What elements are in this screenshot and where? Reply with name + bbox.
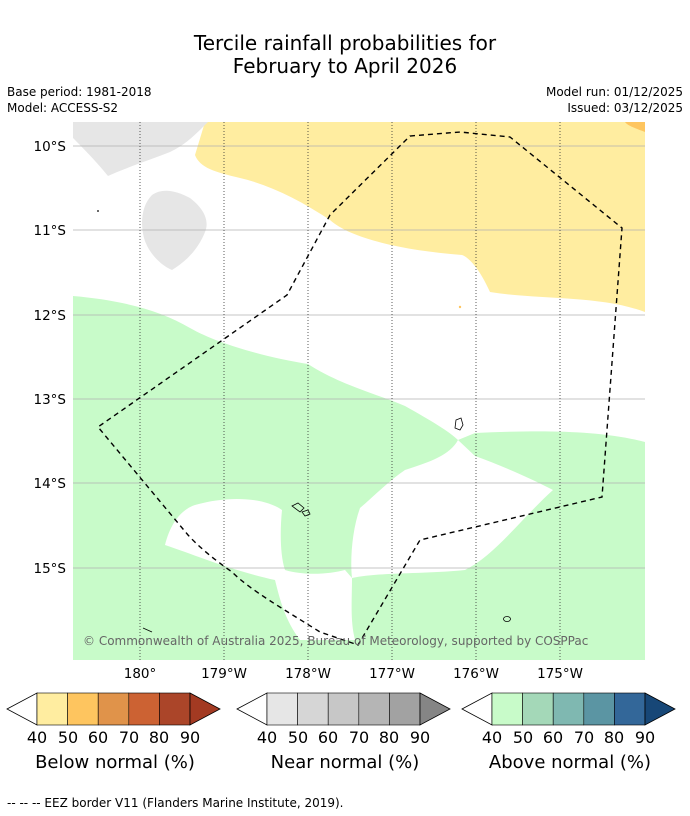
- below-normal-high-patch: [625, 122, 645, 132]
- colorbar-high-extension: [644, 692, 676, 726]
- above-normal-region: [73, 296, 645, 660]
- colorbar-segment: [36, 692, 68, 726]
- colorbar-high-extension: [419, 692, 451, 726]
- lon-label: 175°W: [537, 666, 583, 682]
- colorbar-segment: [159, 692, 191, 726]
- colorbar-segment: [491, 692, 523, 726]
- issued-date: Issued: 03/12/2025: [567, 101, 683, 115]
- colorbar-segment: [128, 692, 160, 726]
- tick-label: 90: [179, 728, 201, 747]
- lon-label: 180°: [124, 666, 157, 682]
- eez-footnote: -- -- -- EEZ border V11 (Flanders Marine…: [7, 796, 344, 810]
- chart-title-line1: Tercile rainfall probabilities for: [193, 31, 497, 55]
- lat-label: 15°S: [34, 561, 67, 577]
- colorbar-above-normal: [461, 692, 676, 726]
- tick-label: 50: [57, 728, 79, 747]
- tick-label: 70: [118, 728, 140, 747]
- colorbar-segment: [266, 692, 298, 726]
- colorbar-label-above: Above normal (%): [488, 752, 652, 773]
- colorbar-low-extension: [461, 692, 493, 726]
- lon-label: 178°W: [285, 666, 331, 682]
- colorbar-label-near: Near normal (%): [270, 752, 420, 773]
- tick-label: 80: [378, 728, 400, 747]
- tick-label: 90: [634, 728, 656, 747]
- colorbar-segment: [327, 692, 360, 726]
- lat-label: 14°S: [34, 476, 67, 492]
- colorbar-label-below: Below normal (%): [35, 752, 195, 773]
- colorbar-segment: [583, 692, 615, 726]
- island-futuna: [291, 502, 311, 517]
- copyright-text: © Commonwealth of Australia 2025, Bureau…: [83, 634, 588, 648]
- lat-label: 11°S: [34, 223, 67, 239]
- model-run: Model run: 01/12/2025: [545, 85, 683, 99]
- colorbar-segment: [297, 692, 329, 726]
- colorbar-segment: [614, 692, 646, 726]
- tick-label: 50: [287, 728, 309, 747]
- island-speck-orange: [458, 305, 462, 309]
- tick-label: 60: [87, 728, 109, 747]
- near-normal-patch-north: [73, 122, 208, 176]
- neutral-gap-west: [165, 498, 355, 640]
- colorbar-segment: [97, 692, 130, 726]
- tick-label: 80: [603, 728, 625, 747]
- lat-label: 13°S: [34, 392, 67, 408]
- island-small-sw: [142, 627, 153, 633]
- colorbar-near-normal: [236, 692, 451, 726]
- tick-label: 60: [317, 728, 339, 747]
- neutral-gap: [351, 440, 553, 578]
- tick-label: 50: [512, 728, 534, 747]
- colorbar-segment: [389, 692, 421, 726]
- tick-label: 60: [542, 728, 564, 747]
- lon-label: 179°W: [201, 666, 247, 682]
- tick-label: 70: [348, 728, 370, 747]
- colorbar-segment: [522, 692, 554, 726]
- island-speck-north: [97, 210, 99, 212]
- lon-label: 176°W: [453, 666, 499, 682]
- map: © Commonwealth of Australia 2025, Bureau…: [34, 122, 645, 682]
- colorbar-segment: [67, 692, 99, 726]
- lat-label: 12°S: [34, 308, 67, 324]
- colorbar-low-extension: [6, 692, 38, 726]
- tick-label: 70: [573, 728, 595, 747]
- base-period: Base period: 1981-2018: [7, 85, 152, 99]
- tick-label: 40: [26, 728, 48, 747]
- colorbar-segment: [358, 692, 390, 726]
- eez-border: [96, 131, 623, 646]
- tick-label: 40: [256, 728, 278, 747]
- tick-label: 90: [409, 728, 431, 747]
- colorbar-high-extension: [189, 692, 221, 726]
- lat-label: 10°S: [34, 139, 67, 155]
- latitude-lines: [73, 145, 645, 569]
- tick-label: 80: [148, 728, 170, 747]
- island-small-south: [503, 616, 511, 622]
- lon-label: 177°W: [369, 666, 415, 682]
- colorbar-segment: [552, 692, 585, 726]
- model-name: Model: ACCESS-S2: [7, 101, 119, 115]
- colorbar-below-normal: [6, 692, 221, 726]
- below-normal-region: [195, 122, 645, 312]
- tick-label: 40: [481, 728, 503, 747]
- island-uvea: [454, 417, 464, 431]
- colorbar-low-extension: [236, 692, 268, 726]
- chart-title-line2: February to April 2026: [232, 54, 458, 78]
